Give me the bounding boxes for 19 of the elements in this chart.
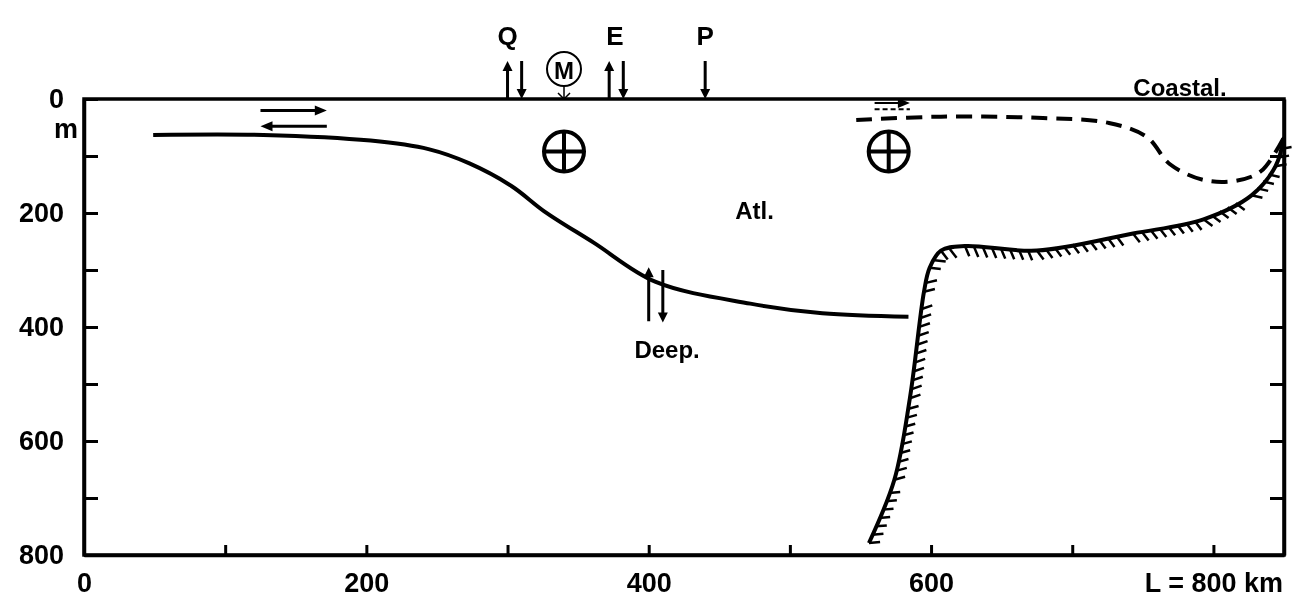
y-tick-label: 0 (48, 84, 64, 115)
x-tick-label: 200 (344, 568, 390, 599)
text: Q (497, 21, 518, 52)
x-tick-label: 400 (626, 568, 672, 599)
annotation: Deep. (634, 336, 700, 364)
y-tick-label: 200 (18, 198, 64, 229)
text: E (606, 21, 624, 52)
line-series (151, 132, 911, 319)
y-tick-label: 800 (18, 540, 64, 571)
x-tick-label: 600 (909, 568, 955, 599)
x-tick-label: L = 800 km (1144, 568, 1284, 599)
annotation: Coastal. (1133, 74, 1227, 102)
x-tick-label: 0 (76, 568, 93, 599)
annotation: Atl. (735, 196, 774, 224)
y-tick-label: 400 (18, 312, 64, 343)
y-axis-title: m (53, 114, 78, 145)
y-tick-label: 600 (18, 426, 64, 457)
text: M (554, 57, 574, 85)
text: P (696, 21, 714, 52)
